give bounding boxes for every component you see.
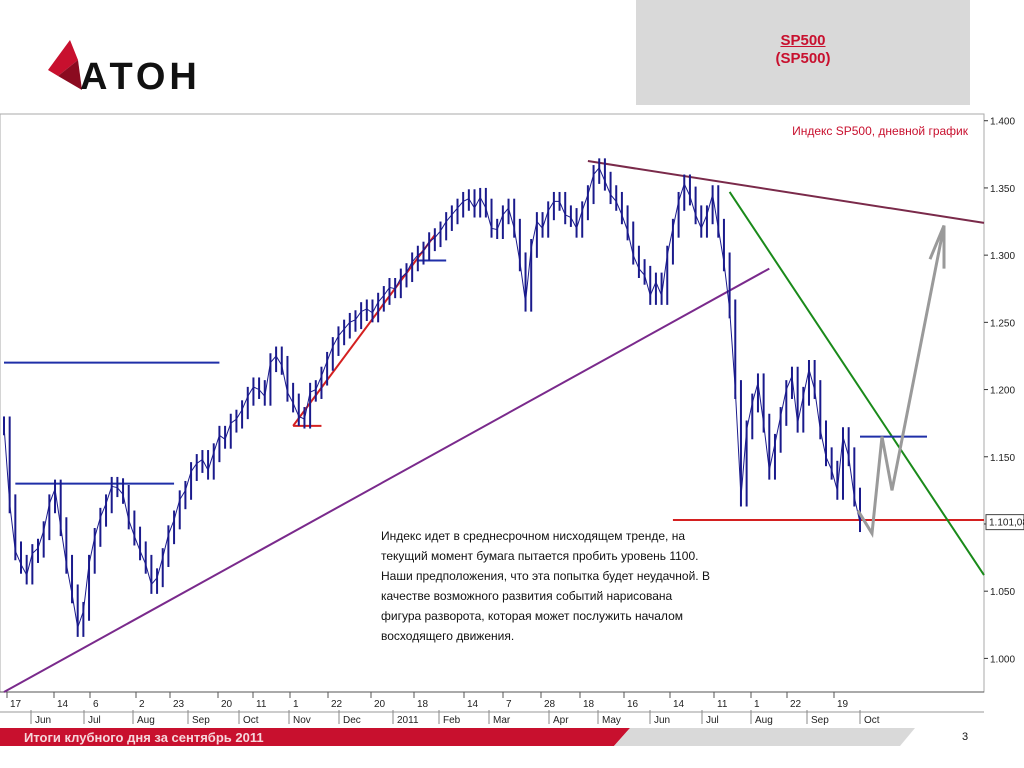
price-line (3, 166, 861, 630)
y-tick-label: 1.050 (990, 587, 1015, 598)
x-day-label: 16 (627, 699, 639, 710)
y-tick-label: 1.400 (990, 117, 1015, 128)
x-day-label: 17 (10, 699, 22, 710)
x-month-label: Sep (811, 715, 829, 726)
x-day-label: 22 (331, 699, 343, 710)
footer-band (0, 728, 915, 746)
company-logo (48, 40, 82, 90)
x-day-label: 20 (221, 699, 233, 710)
x-day-label: 22 (790, 699, 802, 710)
x-month-label: Jul (706, 715, 719, 726)
x-day-label: 14 (467, 699, 479, 710)
y-tick-label: 1.350 (990, 184, 1015, 195)
x-day-label: 18 (417, 699, 429, 710)
x-day-label: 28 (544, 699, 556, 710)
x-month-label: Jun (35, 715, 51, 726)
x-day-label: 14 (57, 699, 69, 710)
x-month-label: Aug (755, 715, 773, 726)
x-day-label: 18 (583, 699, 595, 710)
x-day-label: 7 (506, 699, 512, 710)
x-month-label: Aug (137, 715, 155, 726)
analysis-annotation: Индекс идет в среднесрочном нисходящем т… (381, 529, 710, 643)
x-month-label: Jul (88, 715, 101, 726)
y-tick-label: 1.000 (990, 654, 1015, 665)
page-subtitle: (SP500) (775, 50, 831, 67)
x-day-label: 11 (256, 699, 267, 710)
price-series (3, 158, 861, 637)
x-month-label: Apr (553, 715, 569, 726)
x-day-label: 6 (93, 699, 99, 710)
forecast-path (856, 225, 946, 538)
y-tick-label: 1.300 (990, 251, 1015, 262)
logo-text: АТОН (80, 56, 201, 98)
logo-mark-shade-icon (58, 60, 82, 90)
logo-mark-icon (48, 40, 78, 76)
x-day-label: 11 (717, 699, 728, 710)
trend-line (587, 160, 985, 224)
x-month-label: 2011 (397, 715, 419, 726)
x-day-label: 23 (173, 699, 185, 710)
x-day-label: 20 (374, 699, 386, 710)
page-title: SP500 (780, 32, 826, 49)
current-value-label: 1.101,08 (989, 518, 1024, 529)
x-month-label: Oct (864, 715, 880, 726)
x-day-label: 1 (754, 699, 760, 710)
page-number: 3 (962, 731, 969, 743)
x-day-label: 19 (837, 699, 849, 710)
x-month-label: May (602, 715, 621, 726)
y-tick-label: 1.200 (990, 386, 1015, 397)
title-box: SP500 (SP500) (636, 0, 970, 105)
x-axis: 17 14 6 2 23 20 11 1 22 20 18 14 7 28 18 16 14 11 1 22 19Jun… (0, 691, 984, 726)
x-month-label: Feb (443, 715, 461, 726)
y-axis: 1.4001.3501.3001.2501.2001.1501.1001.050… (984, 117, 1024, 665)
x-month-label: Dec (343, 715, 361, 726)
x-day-label: 14 (673, 699, 685, 710)
chart-title: Индекс SP500, дневной график (792, 124, 969, 138)
x-month-label: Nov (293, 715, 311, 726)
trend-line (3, 267, 770, 693)
y-tick-label: 1.250 (990, 318, 1015, 329)
x-day-label: 2 (139, 699, 145, 710)
forecast-arrow-icon (928, 224, 946, 269)
x-day-label: 1 (293, 699, 299, 710)
forecast-group (856, 224, 946, 538)
x-month-label: Jun (654, 715, 670, 726)
footer-text: Итоги клубного дня за сентябрь 2011 (24, 730, 264, 745)
y-tick-label: 1.150 (990, 453, 1015, 464)
x-month-label: Sep (192, 715, 210, 726)
trend-line (728, 191, 985, 576)
current-value-box (985, 514, 1024, 531)
x-month-label: Mar (493, 715, 511, 726)
x-month-label: Oct (243, 715, 259, 726)
